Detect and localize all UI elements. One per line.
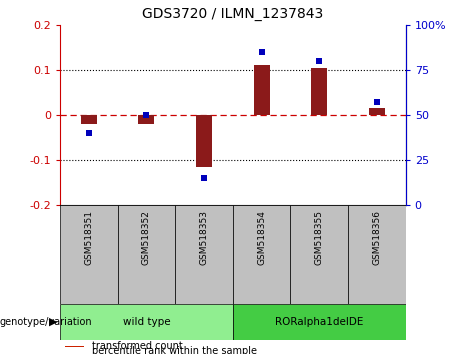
Bar — [60, 304, 233, 340]
Title: GDS3720 / ILMN_1237843: GDS3720 / ILMN_1237843 — [142, 7, 324, 21]
Bar — [60, 205, 118, 304]
Point — [85, 130, 92, 136]
Text: transformed count: transformed count — [92, 341, 183, 352]
Text: GSM518352: GSM518352 — [142, 210, 151, 265]
Point — [373, 99, 381, 105]
Bar — [233, 304, 406, 340]
Point — [315, 58, 323, 64]
Bar — [175, 205, 233, 304]
Point — [200, 176, 207, 181]
Bar — [65, 346, 84, 347]
Bar — [81, 115, 97, 124]
Text: RORalpha1delDE: RORalpha1delDE — [275, 317, 363, 327]
Text: GSM518355: GSM518355 — [315, 210, 324, 265]
Point — [142, 112, 150, 118]
Point — [258, 49, 266, 55]
Bar — [118, 205, 175, 304]
Text: wild type: wild type — [123, 317, 170, 327]
Text: GSM518356: GSM518356 — [372, 210, 381, 265]
Bar — [254, 65, 270, 115]
Bar — [233, 205, 290, 304]
Bar — [369, 108, 385, 115]
Text: percentile rank within the sample: percentile rank within the sample — [92, 346, 257, 354]
Bar — [290, 205, 348, 304]
Text: GSM518351: GSM518351 — [84, 210, 93, 265]
Bar — [196, 115, 212, 167]
Bar — [348, 205, 406, 304]
Text: genotype/variation: genotype/variation — [0, 317, 93, 327]
Text: ▶: ▶ — [49, 317, 58, 327]
Bar — [138, 115, 154, 124]
Text: GSM518353: GSM518353 — [200, 210, 208, 265]
Bar — [311, 68, 327, 115]
Text: GSM518354: GSM518354 — [257, 210, 266, 265]
